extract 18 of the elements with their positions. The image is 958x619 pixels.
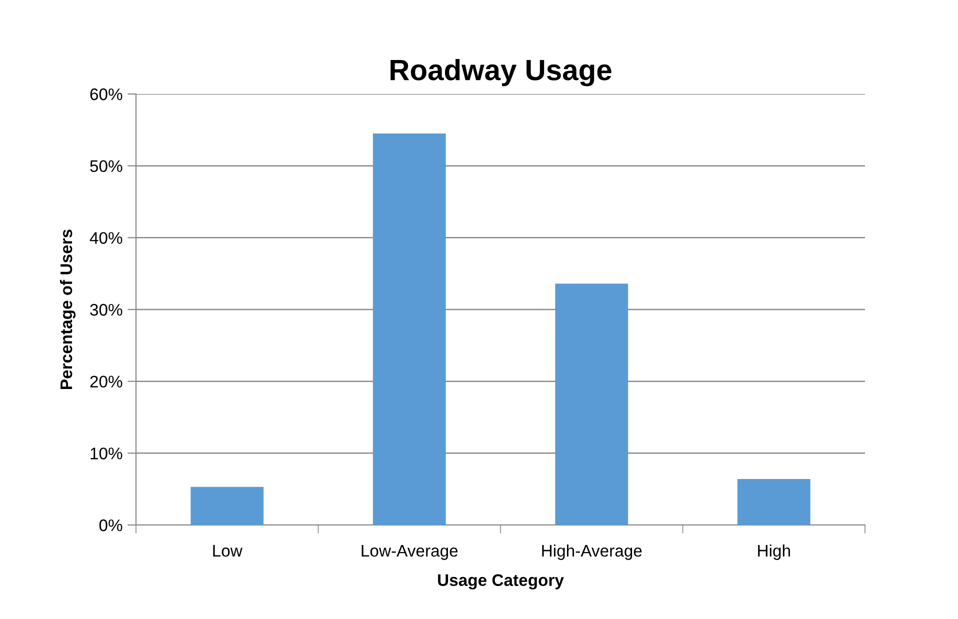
bar	[372, 134, 446, 525]
y-tick-label: 50%	[90, 160, 122, 172]
y-axis-title: Percentage of Users	[60, 230, 76, 389]
y-tick-label: 20%	[90, 376, 122, 388]
bar	[190, 486, 264, 525]
y-tick-label: 60%	[90, 88, 122, 100]
bar	[555, 284, 628, 525]
y-tick-label: 10%	[90, 448, 122, 460]
x-axis-title: Usage Category	[438, 574, 564, 590]
y-tick-label: 40%	[90, 232, 122, 244]
x-tick-label: High-Average	[542, 544, 642, 560]
x-tick-label: Low	[213, 545, 242, 557]
x-tick-label: High	[758, 544, 790, 560]
y-tick-label: 0%	[99, 519, 122, 532]
chart-title: Roadway Usage	[390, 58, 612, 86]
x-tick-label: Low-Average	[362, 545, 458, 560]
y-tick-label: 30%	[90, 304, 122, 316]
bar	[737, 479, 810, 525]
